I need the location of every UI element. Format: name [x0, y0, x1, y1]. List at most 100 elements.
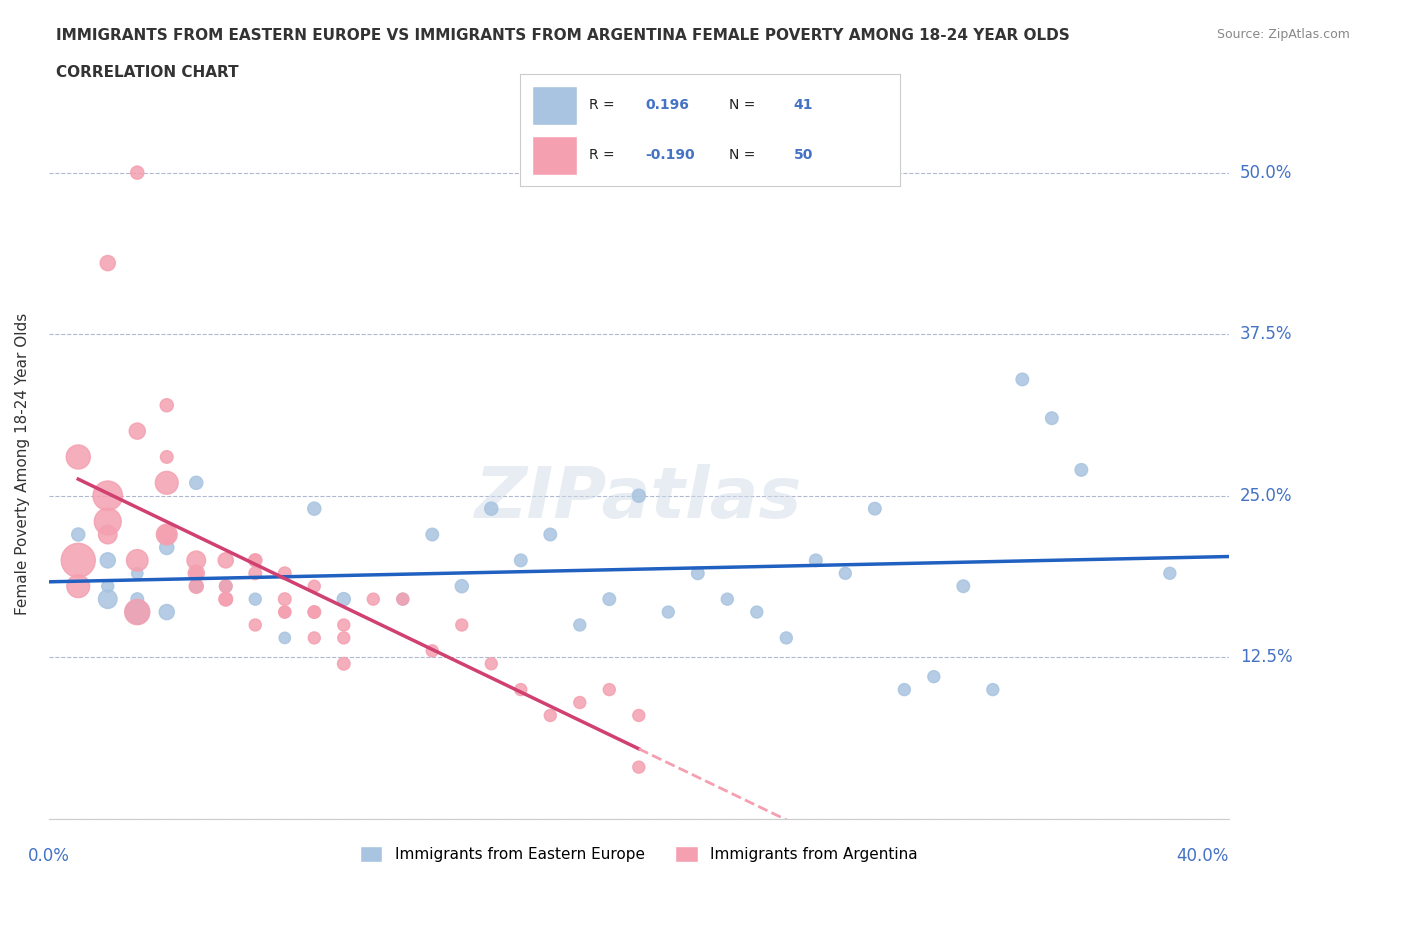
Point	[391, 591, 413, 606]
Point	[67, 578, 90, 593]
Point	[479, 657, 502, 671]
Point	[568, 618, 591, 632]
Text: ZIPatlas: ZIPatlas	[475, 464, 803, 534]
Bar	[531, 136, 578, 175]
Point	[127, 604, 149, 619]
Point	[479, 501, 502, 516]
Point	[509, 553, 531, 568]
Point	[156, 398, 179, 413]
Text: 37.5%: 37.5%	[1240, 326, 1292, 343]
Point	[127, 565, 149, 580]
Text: 12.5%: 12.5%	[1240, 648, 1292, 666]
Bar	[531, 86, 578, 125]
Point	[598, 683, 620, 698]
Legend: Immigrants from Eastern Europe, Immigrants from Argentina: Immigrants from Eastern Europe, Immigran…	[353, 840, 924, 868]
Text: Source: ZipAtlas.com: Source: ZipAtlas.com	[1216, 28, 1350, 41]
Point	[67, 449, 90, 464]
Point	[127, 553, 149, 568]
Point	[67, 527, 90, 542]
Point	[361, 591, 384, 606]
Point	[304, 501, 326, 516]
Point	[333, 618, 356, 632]
Text: 50.0%: 50.0%	[1240, 164, 1292, 181]
Point	[97, 256, 120, 271]
Point	[1070, 462, 1092, 477]
Text: 0.196: 0.196	[645, 98, 689, 112]
Text: R =: R =	[589, 98, 614, 112]
Point	[274, 604, 297, 619]
Point	[186, 475, 208, 490]
Point	[156, 540, 179, 555]
Point	[274, 565, 297, 580]
Point	[156, 527, 179, 542]
Point	[333, 631, 356, 645]
Text: 50: 50	[793, 148, 813, 162]
Point	[686, 565, 709, 580]
Point	[215, 553, 238, 568]
Point	[627, 760, 650, 775]
Point	[186, 553, 208, 568]
Point	[420, 527, 443, 542]
Point	[304, 604, 326, 619]
Point	[215, 578, 238, 593]
Point	[1040, 411, 1063, 426]
Point	[156, 449, 179, 464]
Point	[127, 424, 149, 439]
Point	[127, 591, 149, 606]
Point	[627, 488, 650, 503]
Point	[274, 631, 297, 645]
Point	[245, 565, 267, 580]
Point	[333, 591, 356, 606]
Point	[657, 604, 679, 619]
Point	[215, 591, 238, 606]
Point	[450, 618, 472, 632]
Point	[420, 644, 443, 658]
Point	[156, 604, 179, 619]
Point	[391, 591, 413, 606]
Point	[304, 631, 326, 645]
Y-axis label: Female Poverty Among 18-24 Year Olds: Female Poverty Among 18-24 Year Olds	[15, 312, 30, 615]
Point	[1011, 372, 1033, 387]
Point	[509, 683, 531, 698]
Point	[67, 553, 90, 568]
Text: 0.0%: 0.0%	[28, 847, 70, 865]
Point	[186, 565, 208, 580]
Point	[97, 488, 120, 503]
Point	[97, 578, 120, 593]
Point	[450, 578, 472, 593]
Text: 40.0%: 40.0%	[1177, 847, 1229, 865]
Point	[245, 618, 267, 632]
Point	[97, 591, 120, 606]
Point	[304, 604, 326, 619]
Point	[568, 695, 591, 710]
Point	[538, 527, 561, 542]
Text: N =: N =	[730, 148, 755, 162]
Point	[538, 708, 561, 723]
Point	[215, 591, 238, 606]
Point	[97, 553, 120, 568]
Point	[304, 578, 326, 593]
Point	[981, 683, 1004, 698]
Point	[922, 670, 945, 684]
Text: 41: 41	[793, 98, 813, 112]
Point	[245, 591, 267, 606]
Point	[893, 683, 915, 698]
Point	[863, 501, 886, 516]
Text: -0.190: -0.190	[645, 148, 695, 162]
Point	[834, 565, 856, 580]
Point	[627, 708, 650, 723]
Point	[127, 166, 149, 180]
Text: IMMIGRANTS FROM EASTERN EUROPE VS IMMIGRANTS FROM ARGENTINA FEMALE POVERTY AMONG: IMMIGRANTS FROM EASTERN EUROPE VS IMMIGR…	[56, 28, 1070, 43]
Text: R =: R =	[589, 148, 614, 162]
Point	[274, 604, 297, 619]
Point	[186, 578, 208, 593]
Point	[775, 631, 797, 645]
Text: CORRELATION CHART: CORRELATION CHART	[56, 65, 239, 80]
Point	[245, 553, 267, 568]
Point	[1159, 565, 1181, 580]
Point	[215, 578, 238, 593]
Text: N =: N =	[730, 98, 755, 112]
Point	[245, 553, 267, 568]
Point	[156, 527, 179, 542]
Point	[97, 514, 120, 529]
